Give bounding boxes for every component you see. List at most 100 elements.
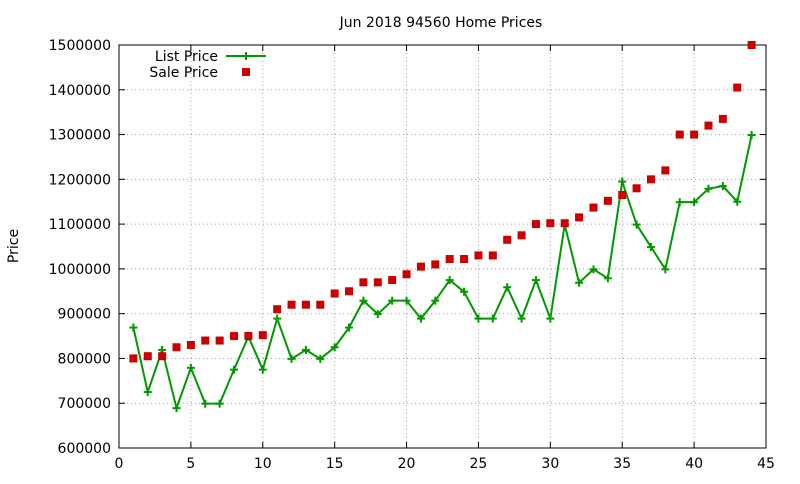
- sale-price-point: [531, 220, 540, 229]
- list-price-point: [143, 388, 152, 397]
- x-tick-label: 30: [541, 456, 559, 472]
- list-price-point: [201, 399, 210, 408]
- list-price-point: [431, 296, 440, 305]
- list-price-point: [460, 287, 469, 296]
- sale-price-point: [402, 270, 411, 279]
- legend-square-swatch: [242, 68, 250, 76]
- y-tick-label: 600000: [58, 441, 111, 457]
- sale-price-point: [675, 130, 684, 139]
- list-price-point: [618, 177, 627, 186]
- y-tick-label: 1400000: [49, 83, 111, 99]
- chart-title: Jun 2018 94560 Home Prices: [339, 15, 543, 31]
- list-price-point: [661, 265, 670, 274]
- list-price-point: [172, 404, 181, 413]
- list-price-point: [546, 314, 555, 323]
- list-price-point: [675, 198, 684, 207]
- sale-price-point: [488, 251, 497, 260]
- list-price-point: [646, 242, 655, 251]
- y-tick-label: 1300000: [49, 128, 111, 144]
- sale-price-point: [416, 262, 425, 271]
- sale-price-point: [143, 352, 152, 361]
- sale-price-point: [316, 300, 325, 309]
- y-tick-label: 700000: [58, 396, 111, 412]
- axes: 0 5 10 15 20 25 30 35 40 45 600000 700000 800000 9000…: [49, 38, 775, 472]
- list-price-point: [733, 197, 742, 206]
- list-price-point: [474, 314, 483, 323]
- sale-price-point: [589, 203, 598, 212]
- list-price-point: [488, 314, 497, 323]
- y-tick-label: 800000: [58, 351, 111, 367]
- x-tick-label: 0: [115, 456, 124, 472]
- x-tick-label: 45: [757, 456, 775, 472]
- sale-price-point: [718, 114, 727, 123]
- sale-price-point: [359, 278, 368, 287]
- list-price-point: [503, 283, 512, 292]
- x-tick-label: 25: [470, 456, 488, 472]
- sale-price-point: [129, 354, 138, 363]
- legend-label: List Price: [155, 49, 218, 65]
- sale-price-point: [474, 251, 483, 260]
- list-price-point: [589, 265, 598, 274]
- series-list-price: [129, 131, 756, 413]
- sale-price-point: [230, 332, 239, 341]
- sale-price-point: [646, 175, 655, 184]
- x-tick-label: 40: [685, 456, 703, 472]
- sale-price-point: [704, 121, 713, 130]
- list-price-point: [718, 182, 727, 191]
- list-price-point: [316, 354, 325, 363]
- x-tick-label: 35: [613, 456, 631, 472]
- sale-price-point: [186, 341, 195, 350]
- list-price-point: [747, 131, 756, 140]
- sale-price-point: [244, 332, 253, 341]
- list-price-point: [388, 296, 397, 305]
- list-price-point: [575, 278, 584, 287]
- list-price-point: [445, 276, 454, 285]
- sale-price-point: [215, 336, 224, 345]
- y-axis-label: Price: [6, 229, 22, 263]
- data-series: [129, 41, 756, 413]
- sale-price-point: [258, 331, 267, 340]
- sale-price-point: [546, 219, 555, 228]
- list-price-point: [704, 184, 713, 193]
- sale-price-point: [273, 305, 282, 314]
- sale-price-point: [158, 352, 167, 361]
- y-tick-label: 1200000: [49, 172, 111, 188]
- list-price-point: [632, 220, 641, 229]
- legend-cross-swatch: [242, 52, 250, 60]
- y-tick-label: 1500000: [49, 38, 111, 54]
- sale-price-point: [747, 41, 756, 49]
- list-price-point: [517, 314, 526, 323]
- sale-price-point: [330, 289, 339, 298]
- series-sale-price: [129, 41, 756, 363]
- sale-price-point: [632, 184, 641, 193]
- list-price-line: [132, 134, 753, 412]
- sale-price-point: [690, 130, 699, 139]
- sale-price-point: [201, 336, 210, 345]
- list-price-point: [186, 363, 195, 372]
- sale-price-point: [560, 219, 569, 228]
- sale-price-point: [661, 166, 670, 175]
- grid-lines: [119, 45, 766, 448]
- x-tick-label: 10: [254, 456, 272, 472]
- list-price-point: [230, 365, 239, 374]
- list-price-point: [416, 314, 425, 323]
- sale-price-point: [373, 278, 382, 287]
- sale-price-point: [431, 260, 440, 269]
- sale-price-point: [345, 287, 354, 296]
- sale-price-point: [575, 213, 584, 222]
- list-price-point: [287, 354, 296, 363]
- sale-price-point: [301, 300, 310, 309]
- sale-price-point: [618, 191, 627, 200]
- legend-label: Sale Price: [149, 65, 218, 81]
- list-price-point: [690, 198, 699, 207]
- list-price-point: [301, 345, 310, 354]
- sale-price-point: [603, 196, 612, 205]
- sale-price-point: [733, 83, 742, 92]
- plot-frame: [118, 44, 767, 449]
- list-price-point: [531, 276, 540, 285]
- sale-price-point: [503, 235, 512, 244]
- list-price-point: [330, 343, 339, 352]
- sale-price-point: [172, 343, 181, 352]
